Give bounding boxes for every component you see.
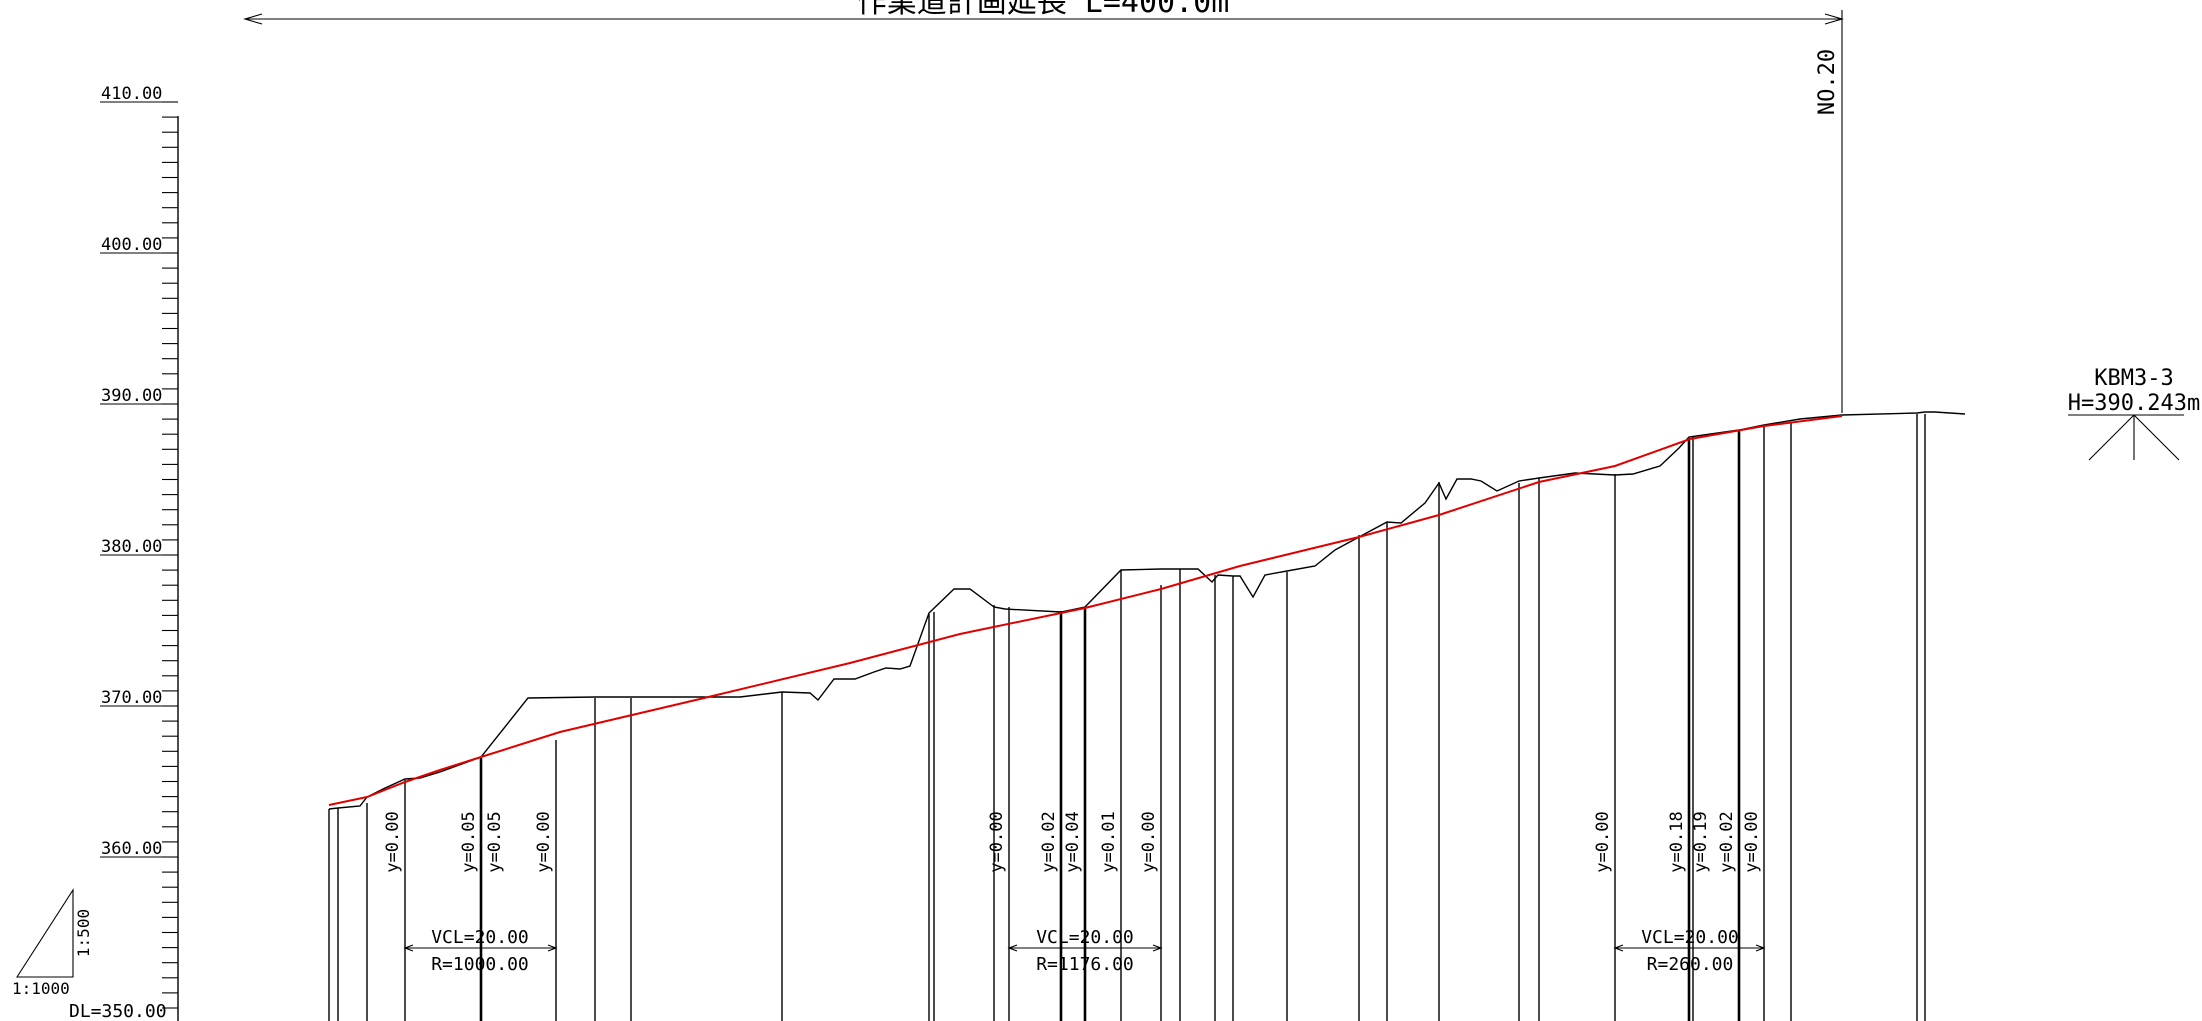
vertical-curve-1: VCL=20.00 R=1000.00 — [403, 927, 558, 975]
offset-label: y=0.00 — [987, 811, 1007, 872]
axis-tick-labels: 410.00 400.00 390.00 380.00 370.00 360.00 — [101, 84, 162, 859]
offset-label: y=0.05 — [459, 811, 479, 872]
offset-label: y=0.00 — [1593, 811, 1613, 872]
offset-label: y=0.00 — [534, 811, 554, 872]
offset-label: y=0.01 — [1099, 811, 1119, 872]
elevation-axis: 410.00 400.00 390.00 380.00 370.00 360.00 — [100, 84, 179, 1021]
axis-tick-label: 410.00 — [101, 84, 162, 104]
offset-label: y=0.05 — [485, 811, 505, 872]
radius-label: R=260.00 — [1647, 954, 1734, 975]
ground-line — [328, 411, 1966, 810]
vcl-label: VCL=20.00 — [1641, 927, 1739, 948]
scale-vertical: 1:500 — [74, 909, 93, 957]
benchmark: KBM3-3 H=390.243m — [2068, 366, 2200, 461]
axis-tick-label: 380.00 — [101, 537, 162, 557]
axis-tick-label: 360.00 — [101, 839, 162, 859]
drawing-title: 作業道計画延長 L=400.0m — [857, 0, 1230, 20]
scale-horizontal: 1:1000 — [12, 979, 70, 998]
axis-tick-label: 370.00 — [101, 688, 162, 708]
scale-triangle: 1:500 1:1000 DL=350.00 — [12, 888, 167, 1021]
offset-label: y=0.00 — [383, 811, 403, 872]
offset-label: y=0.02 — [1039, 811, 1059, 872]
axis-tick-label: 400.00 — [101, 235, 162, 255]
radius-label: R=1000.00 — [431, 954, 529, 975]
benchmark-height: H=390.243m — [2068, 391, 2200, 416]
offset-label: y=0.18 — [1667, 811, 1687, 872]
offset-label: y=0.00 — [1139, 811, 1159, 872]
station-marker: NO.20 — [1815, 10, 1843, 413]
benchmark-name: KBM3-3 — [2094, 366, 2173, 391]
radius-label: R=1176.00 — [1036, 954, 1134, 975]
vertical-curve-2: VCL=20.00 R=1176.00 — [1007, 927, 1163, 975]
axis-tick-label: 390.00 — [101, 386, 162, 406]
title-dimension: 作業道計画延長 L=400.0m — [243, 0, 1844, 25]
vertical-curve-3: VCL=20.00 R=260.00 — [1613, 927, 1766, 975]
offset-label: y=0.00 — [1742, 811, 1762, 872]
offset-label: y=0.02 — [1717, 811, 1737, 872]
offset-label: y=0.04 — [1063, 811, 1083, 872]
station-label: NO.20 — [1815, 49, 1840, 115]
datum-label: DL=350.00 — [69, 1001, 167, 1021]
offset-labels: y=0.00 y=0.05 y=0.05 y=0.00 y=0.00 y=0.0… — [383, 811, 1762, 872]
offset-label: y=0.19 — [1691, 811, 1711, 872]
station-lines — [328, 414, 1926, 1021]
vcl-label: VCL=20.00 — [1036, 927, 1134, 948]
planned-grade-line — [328, 415, 1843, 806]
axis-ticks — [100, 101, 178, 1009]
vcl-label: VCL=20.00 — [431, 927, 529, 948]
